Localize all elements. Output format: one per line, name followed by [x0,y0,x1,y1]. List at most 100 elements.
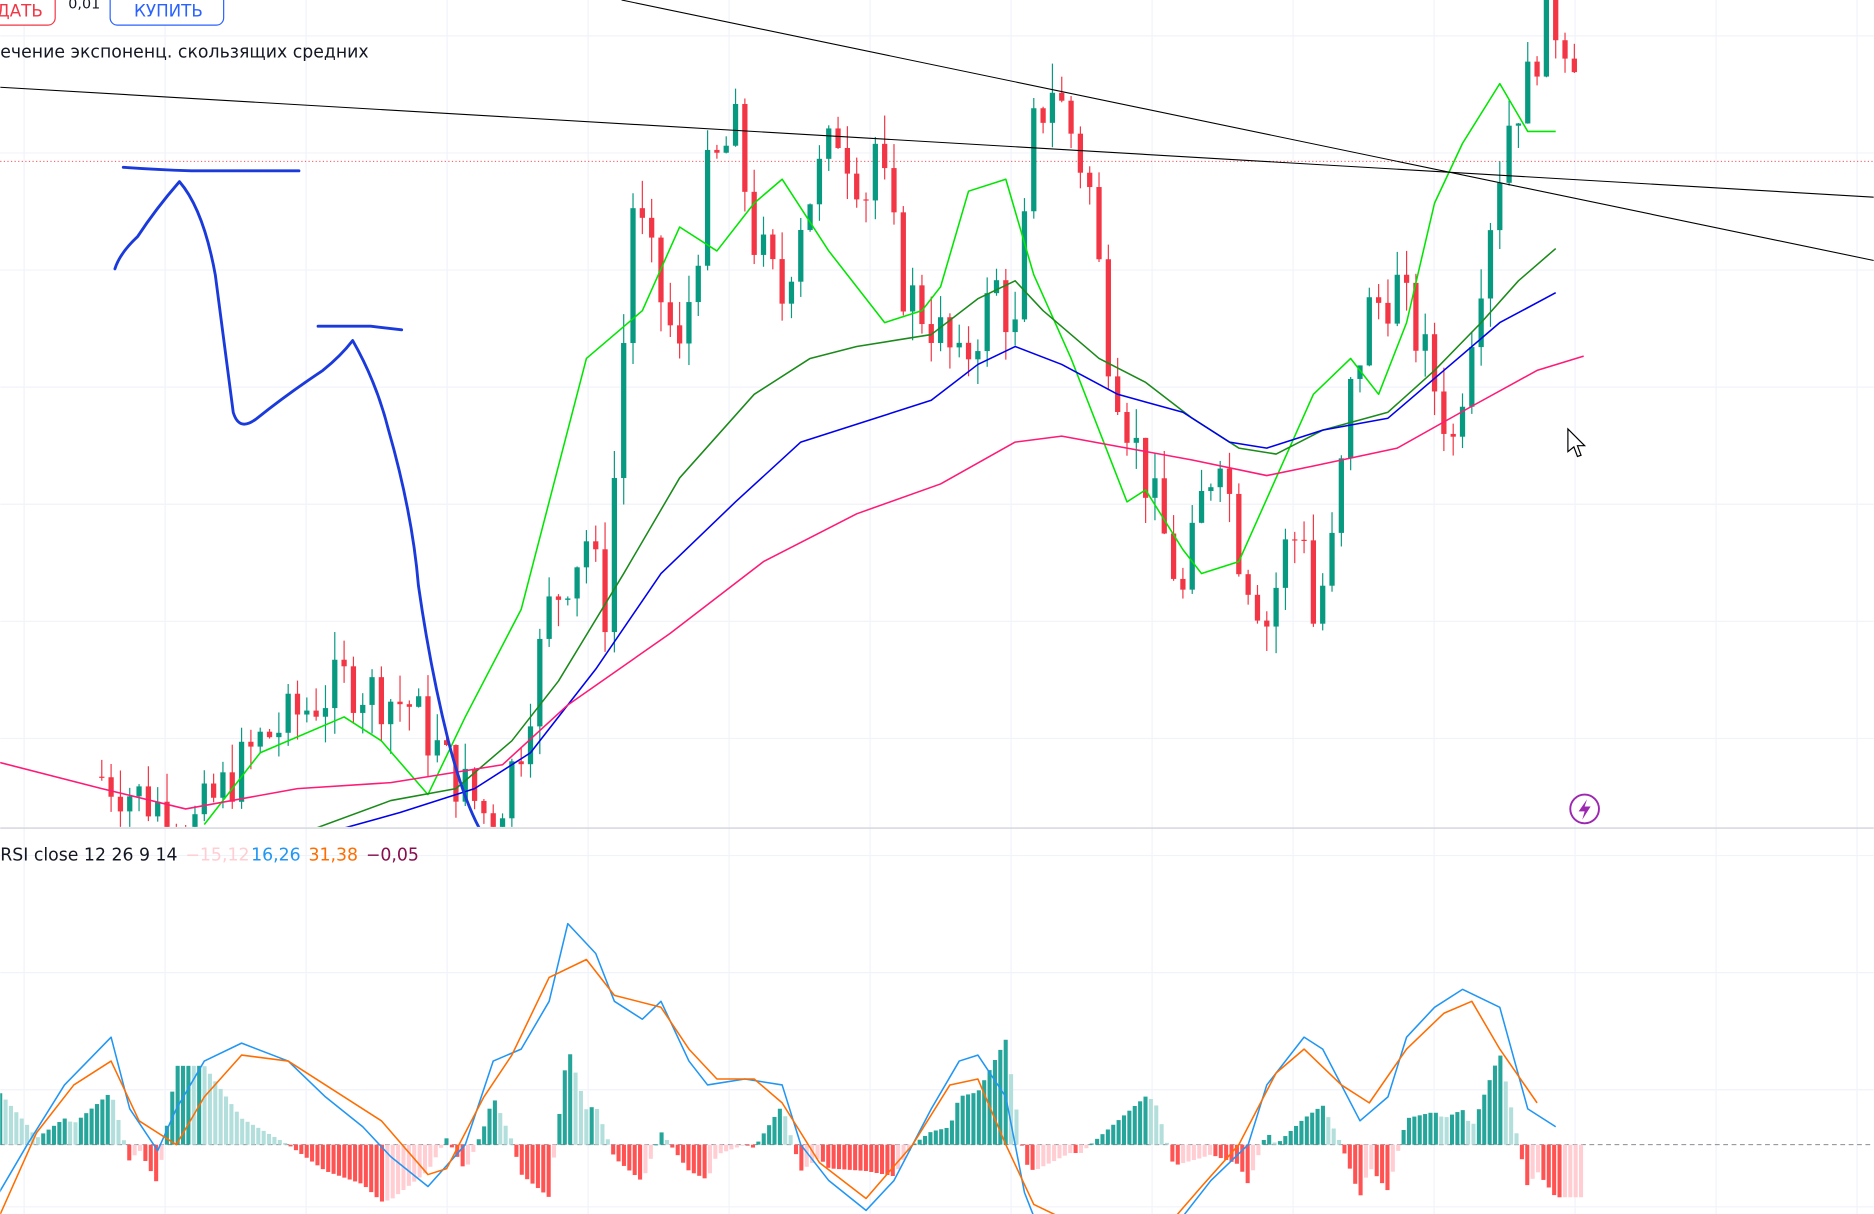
histogram-bar [740,1144,745,1146]
candle-body [1413,282,1419,351]
histogram-bar [971,1093,976,1145]
histogram-bar [1514,1133,1519,1145]
candle-body [574,567,580,599]
histogram-bar [1476,1109,1481,1145]
lightning-icon[interactable] [1569,793,1600,825]
histogram-bar [1046,1144,1051,1164]
histogram-bar [293,1144,298,1151]
candle-body [639,208,645,218]
histogram-bar [1525,1144,1530,1186]
histogram-bar [578,1090,583,1145]
histogram-bar [589,1107,594,1145]
ema-fast-line [203,82,1556,825]
histogram-bar [1062,1144,1067,1156]
histogram-bar [1541,1144,1546,1180]
hand-drawing[interactable] [113,165,481,830]
histogram-bar [777,1108,782,1145]
histogram-bar [847,1144,852,1170]
price-pane-legend[interactable]: ечение экспоненц. скользящих средних [0,42,368,62]
histogram-bar [675,1144,680,1156]
ema-lines [0,82,1584,827]
histogram-bar [858,1144,863,1171]
buy-button[interactable]: КУПИТЬ [109,0,225,26]
histogram-bar [1132,1105,1137,1145]
candle-body [807,204,813,230]
histogram-bar [1417,1115,1422,1145]
candle-body [509,761,515,819]
histogram-bar [1164,1142,1170,1145]
candle-body [1124,412,1130,443]
histogram-bar [691,1144,696,1174]
histogram-bar [1272,1142,1277,1145]
histogram-bar [202,1066,207,1145]
histogram-bar [444,1138,449,1145]
histogram-bar [433,1144,438,1158]
mouse-cursor-icon [1567,427,1587,458]
candle-body [238,741,245,802]
histogram-bar [164,1125,169,1145]
candle-body [1348,378,1354,459]
candle-body [1049,92,1056,123]
candle-body [1515,123,1522,126]
histogram-bar [767,1125,772,1145]
candle-body [1142,437,1149,498]
histogram-bar [557,1113,562,1145]
histogram-bar [1207,1144,1213,1155]
histogram-bar [78,1117,83,1145]
histogram-bar [1218,1144,1223,1159]
histogram-bar [939,1129,944,1145]
candle-body [621,343,627,479]
candle-body [1403,274,1410,283]
histogram-bar [261,1130,266,1145]
histogram-bar [944,1127,949,1145]
candle-body [947,317,953,348]
histogram-bar [998,1049,1003,1145]
histogram-bar [1460,1110,1465,1145]
candle-body [183,838,188,839]
histogram-bar [1245,1144,1250,1184]
histogram-bar [1267,1134,1272,1145]
candle-body [1180,578,1186,590]
histogram-bar [1573,1144,1578,1198]
candle-body [872,143,878,201]
histogram-bar [820,1144,825,1162]
histogram-bar [1568,1144,1573,1198]
candle-body [378,677,385,725]
candle-body [546,596,552,639]
sell-button[interactable]: ДАТЬ [0,0,56,26]
candle-body [1273,587,1279,627]
histogram-bar [1439,1116,1444,1145]
candle-body [164,801,170,827]
candle-body [192,814,198,827]
candle-body [360,704,366,713]
histogram-bar [498,1113,503,1145]
histogram-bar [1401,1129,1406,1145]
histogram-bar [621,1144,626,1166]
candle-body [220,772,226,798]
histogram-bar [815,1144,820,1160]
rsi-value: −0,05 [366,845,419,865]
histogram-bar [1342,1144,1347,1154]
histogram-bar [1482,1094,1487,1145]
buy-label: КУПИТЬ [134,1,203,21]
histogram-bar [1127,1110,1132,1145]
candle-body [1422,334,1428,351]
histogram-bar [1320,1105,1325,1145]
histogram-bar [207,1073,212,1145]
histogram-bar [455,1144,460,1157]
signal-value: 31,38 [308,845,358,865]
candle-body [1236,493,1242,575]
trendline-1[interactable] [0,86,1874,198]
histogram-bar [982,1080,987,1145]
candle-body [332,659,338,709]
histogram-bar [1406,1117,1412,1145]
trendline-2[interactable] [621,0,1874,262]
histogram-bar [729,1144,734,1150]
indicator-legend[interactable]: RSI close 12 26 9 14 −15,12 16,26 31,38 … [0,845,419,865]
candle-body [471,768,478,801]
histogram-bar [51,1125,57,1145]
histogram-bar [508,1138,514,1145]
histogram-bar [1224,1144,1229,1160]
candle-body [1431,334,1438,392]
